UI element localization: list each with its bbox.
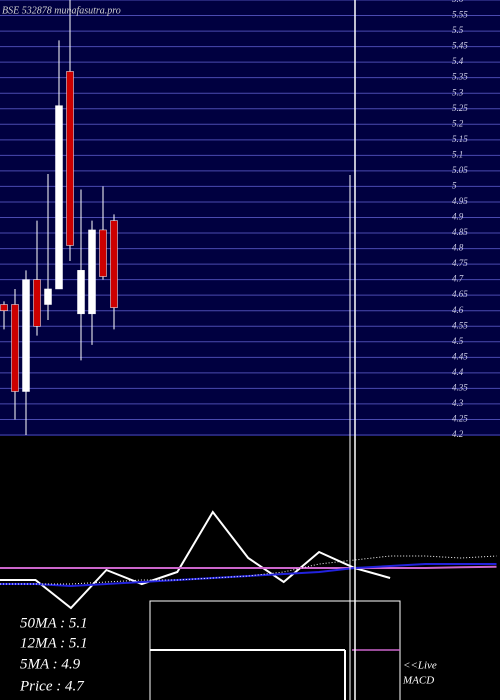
y-tick-label: 5.45: [452, 41, 468, 51]
y-tick-label: 4.5: [452, 336, 464, 346]
y-tick-label: 5.3: [452, 87, 464, 97]
y-tick-label: 5.15: [452, 134, 468, 144]
candle-body: [110, 220, 118, 308]
y-tick-label: 4.65: [452, 289, 468, 299]
annotation: <<Live: [403, 660, 437, 672]
macd-line: [0, 565, 497, 569]
candle-body: [44, 288, 52, 305]
candle-body: [55, 105, 63, 290]
stat-text: 5MA : 4.9: [20, 656, 81, 672]
y-tick-label: 5.25: [452, 103, 468, 113]
y-tick-label: 5.5: [452, 25, 464, 35]
y-tick-label: 4.2: [452, 429, 464, 439]
candle-body: [22, 279, 30, 392]
y-tick-label: 4.95: [452, 196, 468, 206]
candle-body: [88, 229, 96, 315]
y-tick-label: 4.35: [452, 382, 468, 392]
stat-text: 12MA : 5.1: [20, 635, 88, 651]
y-tick-label: 5.2: [452, 118, 464, 128]
stat-text: 50MA : 5.1: [20, 615, 88, 631]
annotation: MACD: [402, 675, 434, 687]
y-tick-label: 4.3: [452, 398, 464, 408]
candle-body: [11, 304, 19, 392]
candle-body: [66, 71, 74, 246]
y-tick-label: 5.1: [452, 149, 463, 159]
candle-body: [33, 279, 41, 327]
candle-body: [99, 229, 107, 277]
macd-line: [0, 510, 391, 610]
y-tick-label: 5.55: [452, 10, 468, 20]
y-tick-label: 5: [452, 180, 457, 190]
macd-lines: [0, 510, 497, 610]
stat-text: Price : 4.7: [19, 678, 85, 694]
y-tick-label: 4.75: [452, 258, 468, 268]
y-tick-label: 4.25: [452, 414, 468, 424]
y-tick-label: 4.45: [452, 351, 468, 361]
candle-body: [0, 304, 8, 311]
y-tick-label: 4.4: [452, 367, 464, 377]
y-tick-label: 4.9: [452, 212, 464, 222]
candle-body: [77, 270, 85, 315]
y-tick-label: 4.55: [452, 320, 468, 330]
y-tick-label: 5.35: [452, 72, 468, 82]
y-tick-label: 4.6: [452, 305, 464, 315]
y-tick-label: 4.7: [452, 274, 464, 284]
grid: 4.2 4.25 4.3 4.35 4.4 4.45 4.5 4.55 4.6 4.65 4.7 4.…: [0, 0, 500, 439]
y-tick-label: 4.85: [452, 227, 468, 237]
candles: [0, 0, 118, 435]
y-tick-label: 4.8: [452, 243, 464, 253]
y-tick-label: 5.6: [452, 0, 464, 4]
y-tick-label: 5.4: [452, 56, 464, 66]
y-tick-label: 5.05: [452, 165, 468, 175]
chart-title: BSE 532878 munafasutra.pro: [2, 5, 121, 16]
macd-line: [0, 563, 497, 588]
